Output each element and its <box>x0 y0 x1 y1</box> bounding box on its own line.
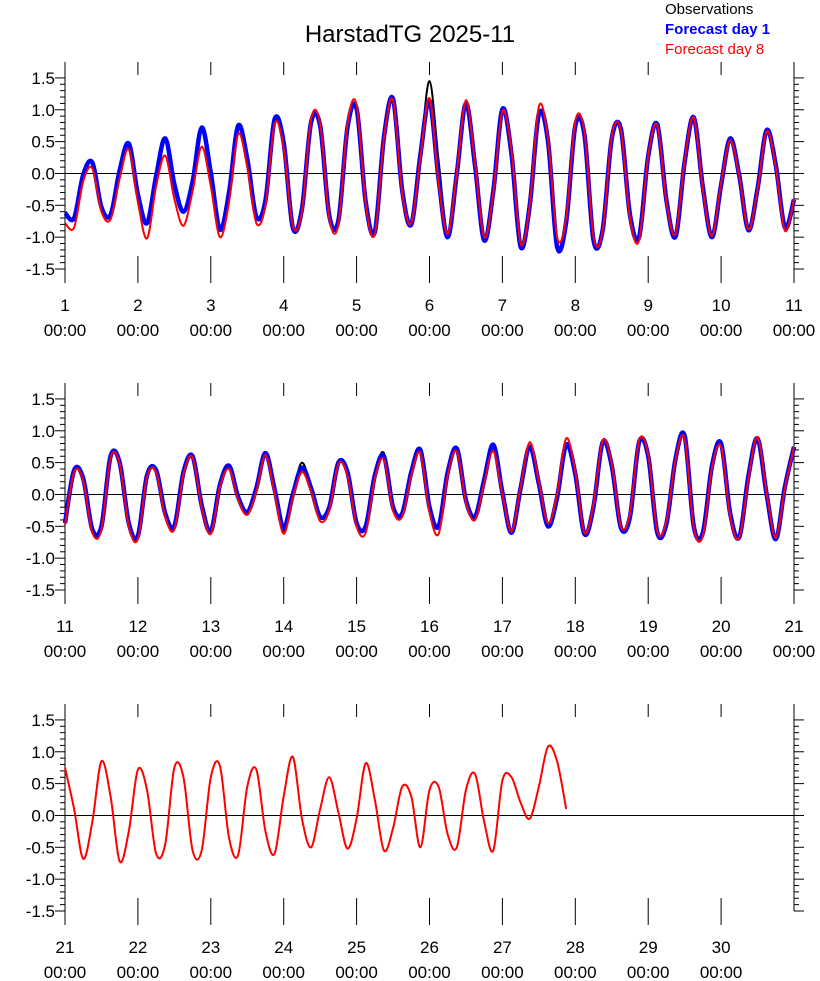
x-tick-label: 12 00:00 <box>117 617 160 661</box>
y-tick-label: 1.0 <box>31 101 55 120</box>
x-tick-label: 2 00:00 <box>117 296 160 340</box>
x-tick-label: 7 00:00 <box>481 296 524 340</box>
y-tick-label: 0.5 <box>31 454 55 473</box>
x-tick-label: 11 00:00 <box>773 296 816 340</box>
x-tick-label: 25 00:00 <box>335 938 378 981</box>
y-tick-label: 0.0 <box>31 485 55 504</box>
y-tick-label: 0.5 <box>31 775 55 794</box>
x-tick-label: 10 00:00 <box>700 296 743 340</box>
x-tick-label: 19 00:00 <box>627 617 670 661</box>
x-tick-label: 17 00:00 <box>481 617 524 661</box>
series-line <box>64 744 568 864</box>
legend-entry: Forecast day 8 <box>665 41 764 58</box>
y-tick-label: -1.0 <box>26 549 55 568</box>
y-tick-label: -0.5 <box>26 517 55 536</box>
y-tick-label: -1.5 <box>26 581 55 600</box>
series-line <box>64 433 795 544</box>
y-tick-label: 1.0 <box>31 743 55 762</box>
x-tick-label: 16 00:00 <box>408 617 451 661</box>
x-tick-label: 4 00:00 <box>262 296 305 340</box>
y-tick-label: -1.0 <box>26 228 55 247</box>
y-tick-label: -1.0 <box>26 870 55 889</box>
series-line <box>63 94 797 254</box>
y-tick-label: 0.0 <box>31 164 55 183</box>
x-tick-label: 18 00:00 <box>554 617 597 661</box>
x-tick-label: 21 00:00 <box>44 938 87 981</box>
x-tick-label: 5 00:00 <box>335 296 378 340</box>
x-tick-label: 30 00:00 <box>700 938 743 981</box>
y-tick-label: 0.5 <box>31 133 55 152</box>
x-tick-label: 20 00:00 <box>700 617 743 661</box>
chart-title: HarstadTG 2025-11 <box>305 21 515 48</box>
x-tick-label: 21 00:00 <box>773 617 816 661</box>
x-tick-label: 14 00:00 <box>262 617 305 661</box>
x-tick-label: 29 00:00 <box>627 938 670 981</box>
y-tick-label: 0.0 <box>31 806 55 825</box>
series-line <box>62 430 797 542</box>
x-tick-label: 6 00:00 <box>408 296 451 340</box>
x-tick-label: 11 00:00 <box>44 617 87 661</box>
x-tick-label: 26 00:00 <box>408 938 451 981</box>
x-tick-label: 28 00:00 <box>554 938 597 981</box>
y-tick-label: -1.5 <box>26 902 55 921</box>
x-tick-label: 27 00:00 <box>481 938 524 981</box>
x-tick-label: 23 00:00 <box>190 938 233 981</box>
x-tick-label: 22 00:00 <box>117 938 160 981</box>
x-tick-label: 15 00:00 <box>335 617 378 661</box>
y-tick-label: -0.5 <box>26 838 55 857</box>
y-tick-label: 1.0 <box>31 422 55 441</box>
x-tick-label: 24 00:00 <box>262 938 305 981</box>
y-tick-label: -0.5 <box>26 196 55 215</box>
series-line <box>64 97 795 248</box>
legend-entry: Forecast day 1 <box>665 21 770 38</box>
legend: Observations Forecast day 1 Forecast day 8 <box>665 1 770 58</box>
panel: -1.5 -1.0 -0.5 0.0 0.5 1.0 1.5 11 00:00 12 00:00 13… <box>26 383 816 661</box>
x-tick-label: 1 00:00 <box>44 296 87 340</box>
x-tick-label: 13 00:00 <box>190 617 233 661</box>
y-tick-label: 1.5 <box>31 69 55 88</box>
y-tick-label: 1.5 <box>31 711 55 730</box>
y-tick-label: 1.5 <box>31 390 55 409</box>
panel: -1.5 -1.0 -0.5 0.0 0.5 1.0 1.5 21 00:00 22 00:00 23… <box>26 704 804 981</box>
x-tick-label: 8 00:00 <box>554 296 597 340</box>
y-tick-label: -1.5 <box>26 260 55 279</box>
panel: -1.5 -1.0 -0.5 0.0 0.5 1.0 1.5 1 00:00 2 00:00 3 00:… <box>26 62 816 340</box>
legend-entry: Observations <box>665 1 753 18</box>
x-tick-label: 3 00:00 <box>190 296 233 340</box>
x-tick-label: 9 00:00 <box>627 296 670 340</box>
